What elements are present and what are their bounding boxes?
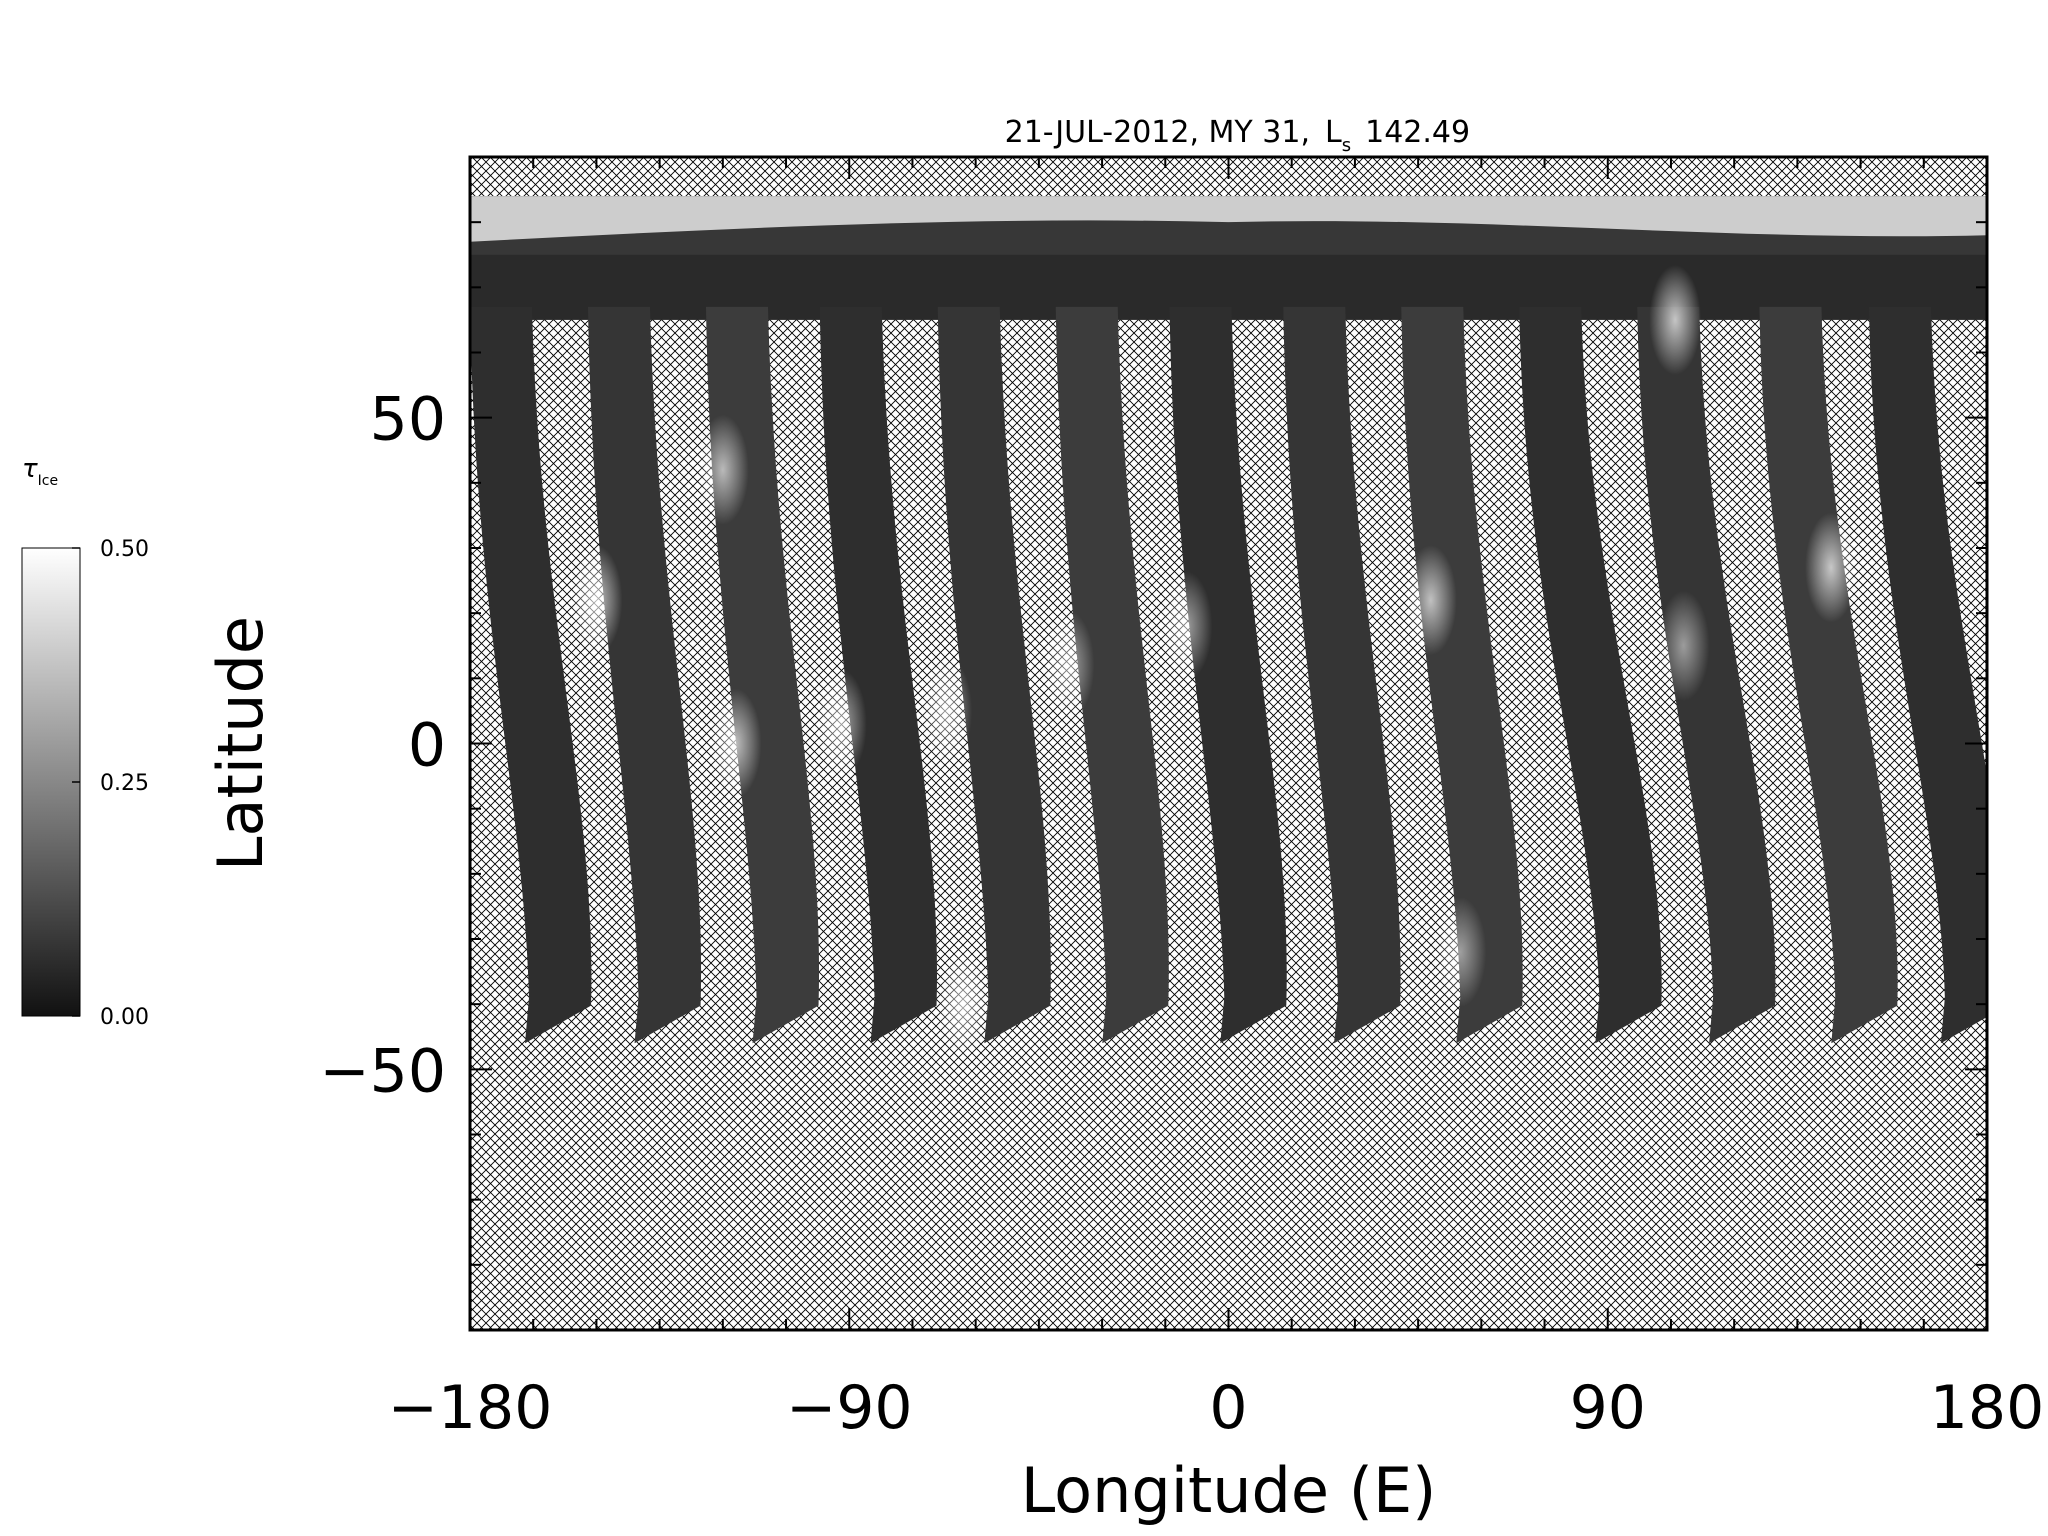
colorbar-gradient xyxy=(21,547,81,1017)
y-tick-label: 50 xyxy=(370,385,446,455)
x-tick-label: −90 xyxy=(786,1373,913,1443)
swath xyxy=(587,306,702,1044)
x-axis-label: Longitude (E) xyxy=(1021,1454,1437,1527)
cloud-feature xyxy=(920,655,973,766)
cloud-feature xyxy=(1805,512,1858,623)
swath xyxy=(1283,306,1401,1044)
title-ls-sub: s xyxy=(1342,135,1351,156)
cloud-feature xyxy=(1657,590,1710,701)
chart-title: 21-JUL-2012, MY 31, Ls 142.49 xyxy=(1005,115,1470,156)
swath xyxy=(1519,306,1662,1044)
x-tick-labels: −180 −90 0 90 180 xyxy=(388,1373,2045,1443)
swath-layer xyxy=(470,196,1987,1044)
swath xyxy=(819,306,938,1044)
cloud-feature xyxy=(1649,264,1702,375)
cloud-feature xyxy=(1434,897,1487,1008)
swath xyxy=(937,306,1051,1044)
colorbar: τIce 0.00 0.25 0.50 xyxy=(21,454,149,1030)
swath xyxy=(1759,306,1898,1044)
y-tick-labels: −50 0 50 xyxy=(319,385,446,1107)
y-axis-label: Latitude xyxy=(204,616,277,871)
title-ls-label: Ls 142.49 xyxy=(1325,115,1470,156)
y-tick-label: 0 xyxy=(408,711,446,781)
title-ls-prefix: L xyxy=(1325,115,1342,150)
x-tick-label: 0 xyxy=(1209,1373,1247,1443)
colorbar-tick-label: 0.50 xyxy=(100,537,149,562)
cloud-feature xyxy=(814,668,867,779)
colorbar-ticks: 0.00 0.25 0.50 xyxy=(72,537,149,1030)
cloud-feature xyxy=(1042,610,1095,721)
cloud-feature xyxy=(709,688,762,799)
bright-feature-layer xyxy=(570,264,1858,1060)
x-tick-label: 180 xyxy=(1930,1373,2045,1443)
title-date: 21-JUL-2012, MY 31, xyxy=(1005,115,1310,150)
polar-cap-ice xyxy=(470,196,1987,242)
colorbar-tick-label: 0.25 xyxy=(100,771,149,796)
axis-ticks xyxy=(469,156,1988,1331)
swath xyxy=(1869,306,1987,1044)
title-ls-value: 142.49 xyxy=(1365,115,1470,150)
x-tick-label: −180 xyxy=(388,1373,553,1443)
swath xyxy=(1637,306,1776,1044)
x-tick-label: 90 xyxy=(1570,1373,1646,1443)
cloud-feature xyxy=(937,949,990,1060)
cloud-feature xyxy=(1160,571,1213,682)
swath xyxy=(470,306,592,1044)
cloud-feature xyxy=(1404,545,1457,656)
cloud-feature xyxy=(570,545,623,656)
colorbar-title: τIce xyxy=(22,454,58,489)
swath xyxy=(1055,306,1169,1044)
y-tick-label: −50 xyxy=(319,1036,446,1106)
swath xyxy=(1401,306,1523,1044)
colorbar-tau: τ xyxy=(22,454,38,484)
cloud-feature xyxy=(696,414,749,525)
plot-area xyxy=(468,155,1989,1332)
swath xyxy=(1169,306,1287,1044)
colorbar-subscript: Ice xyxy=(38,473,58,489)
colorbar-tick-label: 0.00 xyxy=(100,1005,149,1030)
